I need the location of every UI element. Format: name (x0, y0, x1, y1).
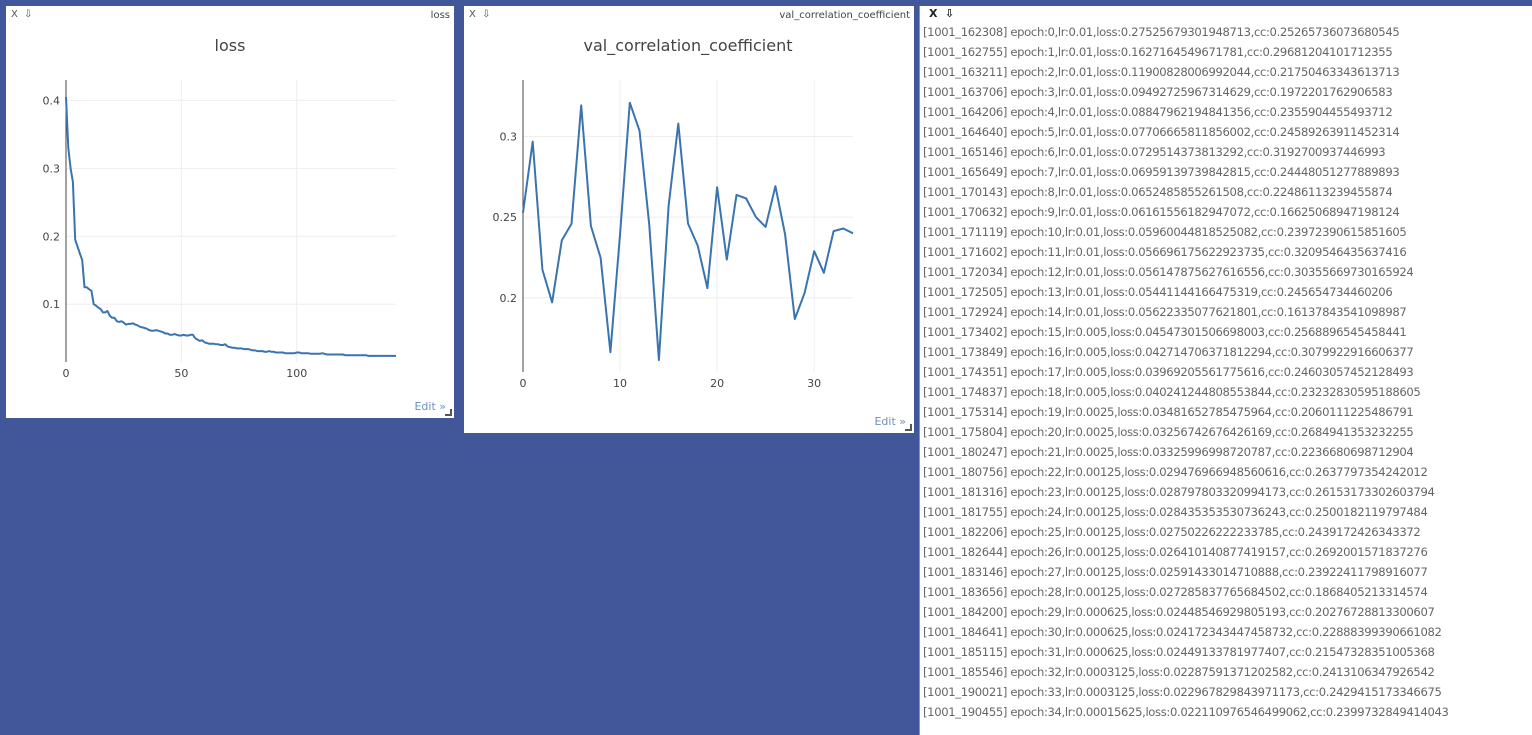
log-line: [1001_175804] epoch:20,lr:0.0025,loss:0.… (923, 425, 1414, 439)
close-button[interactable]: X (469, 9, 476, 20)
log-line: [1001_182206] epoch:25,lr:0.00125,loss:0… (923, 525, 1421, 539)
edit-link[interactable]: Edit » (874, 415, 906, 428)
log-line: [1001_190021] epoch:33,lr:0.0003125,loss… (923, 685, 1442, 699)
log-line: [1001_184200] epoch:29,lr:0.000625,loss:… (923, 605, 1435, 619)
log-line: [1001_172034] epoch:12,lr:0.01,loss:0.05… (923, 265, 1414, 279)
log-line: [1001_185546] epoch:32,lr:0.0003125,loss… (923, 665, 1435, 679)
y-tick-label: 0.4 (43, 94, 61, 107)
y-tick-label: 0.3 (500, 130, 518, 143)
log-line: [1001_181316] epoch:23,lr:0.00125,loss:0… (923, 485, 1435, 499)
log-line: [1001_172924] epoch:14,lr:0.01,loss:0.05… (923, 305, 1407, 319)
log-line: [1001_180247] epoch:21,lr:0.0025,loss:0.… (923, 445, 1414, 459)
x-tick-label: 0 (520, 377, 527, 390)
log-line: [1001_185115] epoch:31,lr:0.000625,loss:… (923, 645, 1435, 659)
loss-pane: X ⇩ loss loss 0.1 0.2 0.3 0.4 0 50 100 Edit » (6, 6, 454, 418)
chart-title: loss (215, 36, 246, 55)
loss-pane-bar[interactable]: X ⇩ loss (6, 6, 454, 24)
download-icon[interactable]: ⇩ (945, 7, 955, 20)
y-tick-label: 0.1 (43, 298, 61, 311)
log-line: [1001_181755] epoch:24,lr:0.00125,loss:0… (923, 505, 1428, 519)
series-line (65, 96, 396, 357)
x-tick-label: 30 (807, 377, 821, 390)
log-line: [1001_163706] epoch:3,lr:0.01,loss:0.094… (923, 85, 1393, 99)
log-line: [1001_163211] epoch:2,lr:0.01,loss:0.119… (923, 65, 1400, 79)
cc-pane-bar[interactable]: X ⇩ val_correlation_coefficient (464, 6, 914, 24)
log-line: [1001_170632] epoch:9,lr:0.01,loss:0.061… (923, 205, 1400, 219)
cc-pane: X ⇩ val_correlation_coefficient val_corr… (464, 6, 914, 433)
x-tick-label: 10 (613, 377, 627, 390)
loss-chart: loss 0.1 0.2 0.3 0.4 0 50 100 (43, 36, 396, 380)
log-line: [1001_165649] epoch:7,lr:0.01,loss:0.069… (923, 165, 1400, 179)
pane-title: loss (430, 10, 450, 21)
edit-link[interactable]: Edit » (414, 400, 446, 413)
log-line: [1001_171119] epoch:10,lr:0.01,loss:0.05… (923, 225, 1407, 239)
log-line: [1001_162755] epoch:1,lr:0.01,loss:0.162… (923, 45, 1393, 59)
log-line: [1001_170143] epoch:8,lr:0.01,loss:0.065… (923, 185, 1393, 199)
x-tick-label: 50 (174, 367, 188, 380)
log-line: [1001_162308] epoch:0,lr:0.01,loss:0.275… (923, 25, 1400, 39)
y-tick-label: 0.2 (500, 292, 518, 305)
log-pane-bar[interactable]: X ⇩ (920, 6, 1532, 21)
log-line: [1001_183656] epoch:28,lr:0.00125,loss:0… (923, 585, 1428, 599)
x-tick-label: 100 (286, 367, 307, 380)
y-tick-label: 0.25 (493, 211, 518, 224)
x-tick-label: 20 (710, 377, 724, 390)
log-line: [1001_180756] epoch:22,lr:0.00125,loss:0… (923, 465, 1428, 479)
download-icon[interactable]: ⇩ (24, 9, 33, 20)
log-line: [1001_173849] epoch:16,lr:0.005,loss:0.0… (923, 345, 1414, 359)
log-line: [1001_171602] epoch:11,lr:0.01,loss:0.05… (923, 245, 1407, 259)
resize-handle[interactable] (445, 409, 452, 416)
resize-handle[interactable] (905, 424, 912, 431)
close-button[interactable]: X (11, 9, 18, 20)
pane-title: val_correlation_coefficient (779, 10, 910, 21)
x-tick-label: 0 (63, 367, 70, 380)
log-line: [1001_174351] epoch:17,lr:0.005,loss:0.0… (923, 365, 1414, 379)
log-line: [1001_183146] epoch:27,lr:0.00125,loss:0… (923, 565, 1428, 579)
log-line: [1001_165146] epoch:6,lr:0.01,loss:0.072… (923, 145, 1386, 159)
log-line: [1001_173402] epoch:15,lr:0.005,loss:0.0… (923, 325, 1407, 339)
log-line: [1001_190455] epoch:34,lr:0.00015625,los… (923, 705, 1449, 719)
log-line: [1001_164206] epoch:4,lr:0.01,loss:0.088… (923, 105, 1393, 119)
y-tick-label: 0.2 (43, 230, 61, 243)
chart-title: val_correlation_coefficient (584, 36, 793, 56)
y-tick-label: 0.3 (43, 162, 61, 175)
log-line: [1001_184641] epoch:30,lr:0.000625,loss:… (923, 625, 1442, 639)
cc-chart: val_correlation_coefficient 0.2 0.25 0.3 0 10… (493, 36, 854, 390)
log-pane: X ⇩ [1001_162308] epoch:0,lr:0.01,loss:0… (919, 6, 1532, 735)
log-line: [1001_164640] epoch:5,lr:0.01,loss:0.077… (923, 125, 1400, 139)
log-line: [1001_182644] epoch:26,lr:0.00125,loss:0… (923, 545, 1428, 559)
series-line (522, 101, 854, 362)
log-text: [1001_162308] epoch:0,lr:0.01,loss:0.275… (923, 22, 1532, 722)
log-line: [1001_172505] epoch:13,lr:0.01,loss:0.05… (923, 285, 1393, 299)
close-button[interactable]: X (929, 7, 938, 20)
log-line: [1001_175314] epoch:19,lr:0.0025,loss:0.… (923, 405, 1414, 419)
download-icon[interactable]: ⇩ (482, 9, 491, 20)
log-line: [1001_174837] epoch:18,lr:0.005,loss:0.0… (923, 385, 1421, 399)
